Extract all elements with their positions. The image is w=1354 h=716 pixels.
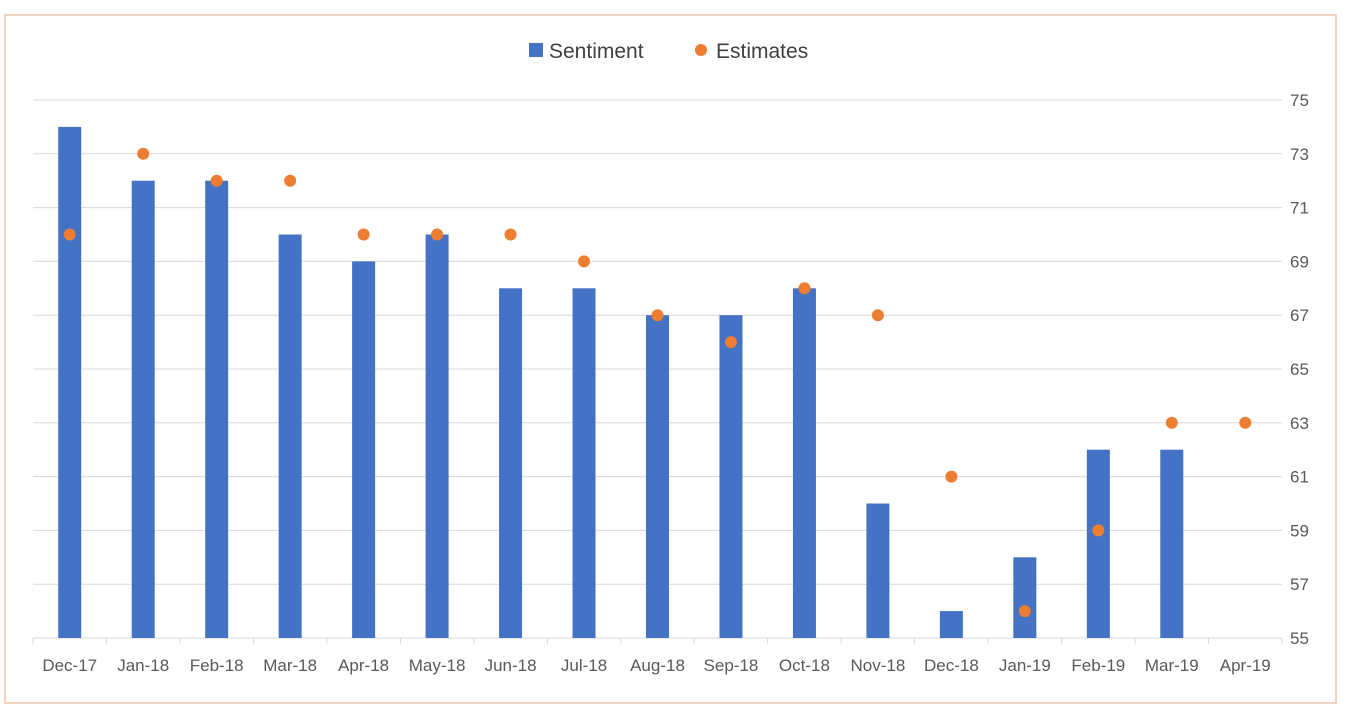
point-estimates-Sep-18 [724, 336, 737, 349]
point-estimates-Jan-18 [137, 147, 150, 160]
bar-sentiment-Aug-18 [646, 315, 669, 638]
point-estimates-May-18 [431, 228, 444, 241]
x-tick-label: Nov-18 [851, 656, 906, 675]
point-estimates-Dec-17 [63, 228, 76, 241]
point-estimates-Mar-18 [284, 174, 297, 187]
x-tick-label: Sep-18 [704, 656, 759, 675]
bar-sentiment-Sep-18 [719, 315, 743, 638]
x-tick-label: Mar-19 [1145, 656, 1199, 675]
point-estimates-Feb-18 [210, 174, 223, 187]
x-tick-label: Jun-18 [485, 656, 537, 675]
y-axis-labels: 55 57 59 61 63 65 67 69 71 73 75 [1290, 91, 1309, 648]
bar-sentiment-Jan-19 [1013, 557, 1037, 638]
gridlines [32, 99, 1283, 644]
point-estimates-Aug-18 [651, 309, 664, 322]
legend-marker-estimates [695, 44, 707, 56]
legend-label-sentiment: Sentiment [549, 40, 644, 63]
point-estimates-Nov-18 [871, 309, 884, 322]
y-tick-label: 57 [1290, 575, 1309, 594]
y-tick-label: 71 [1290, 199, 1309, 218]
x-tick-label: Aug-18 [630, 656, 685, 675]
bar-sentiment-Dec-18 [939, 611, 963, 638]
estimates-points [63, 147, 1252, 618]
bar-sentiment-May-18 [425, 234, 449, 638]
x-tick-label: Mar-18 [263, 656, 317, 675]
x-tick-label: Oct-18 [779, 656, 830, 675]
x-tick-label: Feb-18 [190, 656, 244, 675]
y-tick-label: 59 [1290, 521, 1309, 540]
bar-sentiment-Apr-18 [352, 261, 376, 638]
sentiment-bars [58, 126, 1184, 639]
bar-sentiment-Jun-18 [499, 288, 523, 638]
y-tick-label: 63 [1290, 414, 1309, 433]
point-estimates-Mar-19 [1165, 416, 1178, 429]
y-tick-label: 61 [1290, 468, 1309, 487]
y-tick-label: 69 [1290, 252, 1309, 271]
legend-swatch-sentiment [529, 43, 543, 57]
x-tick-label: Dec-17 [42, 656, 97, 675]
point-estimates-Jan-19 [1018, 605, 1031, 618]
y-tick-label: 75 [1290, 91, 1309, 110]
bar-sentiment-Mar-19 [1160, 449, 1184, 638]
bar-sentiment-Dec-17 [58, 126, 82, 639]
bar-sentiment-Feb-18 [205, 180, 229, 638]
x-tick-label: Dec-18 [924, 656, 979, 675]
x-tick-label: May-18 [409, 656, 466, 675]
y-tick-label: 67 [1290, 306, 1309, 325]
x-tick-label: Jul-18 [561, 656, 607, 675]
x-tick-label: Jan-19 [999, 656, 1051, 675]
point-estimates-Jul-18 [578, 255, 591, 268]
point-estimates-Dec-18 [945, 470, 958, 483]
bar-sentiment-Oct-18 [792, 288, 816, 638]
point-estimates-Apr-19 [1239, 416, 1252, 429]
y-tick-label: 73 [1290, 145, 1309, 164]
point-estimates-Feb-19 [1092, 524, 1105, 537]
legend-label-estimates: Estimates [716, 40, 808, 63]
bar-sentiment-Jan-18 [131, 180, 155, 638]
point-estimates-Oct-18 [798, 282, 811, 295]
legend: Sentiment Estimates [529, 40, 808, 63]
x-axis-labels: Dec-17 Jan-18 Feb-18 Mar-18 Apr-18 May-18 Jun-… [42, 656, 1270, 675]
point-estimates-Apr-18 [357, 228, 370, 241]
point-estimates-Jun-18 [504, 228, 517, 241]
x-tick-label: Feb-19 [1071, 656, 1125, 675]
y-tick-label: 65 [1290, 360, 1309, 379]
bar-sentiment-Feb-19 [1086, 449, 1110, 638]
bar-sentiment-Nov-18 [866, 503, 890, 638]
x-tick-label: Jan-18 [117, 656, 169, 675]
x-tick-label: Apr-18 [338, 656, 389, 675]
y-tick-label: 55 [1290, 629, 1309, 648]
bar-sentiment-Mar-18 [278, 234, 302, 638]
bar-sentiment-Jul-18 [572, 288, 596, 638]
x-tick-label: Apr-19 [1220, 656, 1271, 675]
